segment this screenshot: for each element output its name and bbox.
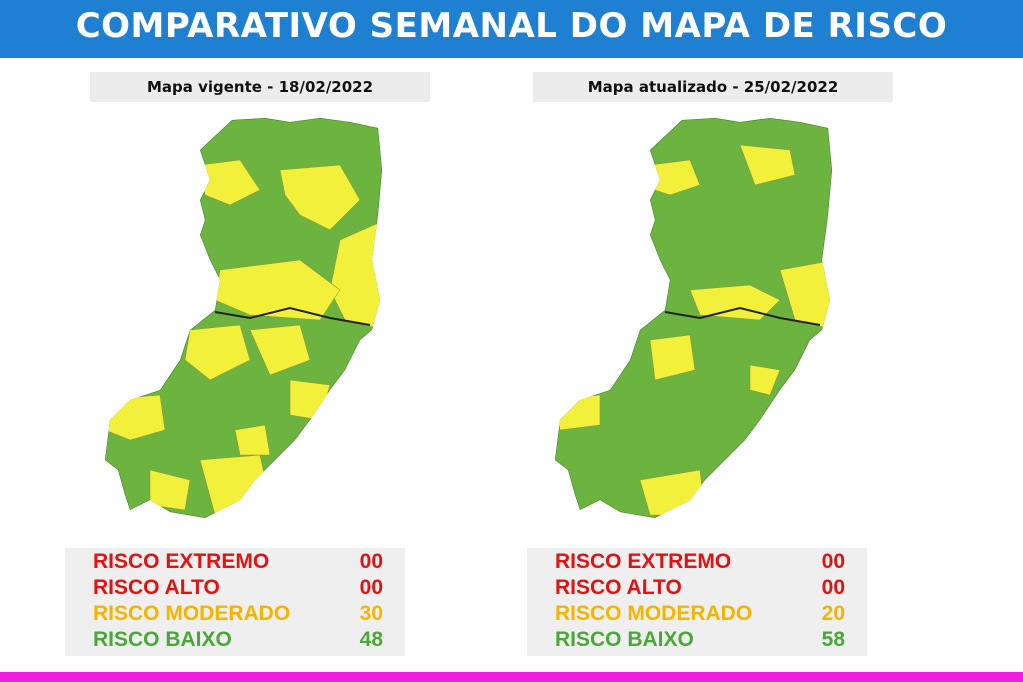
risk-count: 00 xyxy=(359,576,383,599)
risk-row: RISCO ALTO 00 xyxy=(555,576,845,600)
risk-count: 20 xyxy=(821,602,845,625)
risk-count: 00 xyxy=(821,576,845,599)
risk-table: RISCO EXTREMO 00 RISCO ALTO 00 RISCO MODERAD… xyxy=(527,548,867,656)
map-current xyxy=(105,118,382,518)
panel-label: Mapa atualizado - 25/02/2022 xyxy=(533,72,893,102)
risk-count: 48 xyxy=(359,628,383,651)
risk-table: RISCO EXTREMO 00 RISCO ALTO 00 RISCO MODERAD… xyxy=(65,548,405,656)
risk-row: RISCO MODERADO 20 xyxy=(555,602,845,626)
risk-count: 58 xyxy=(821,628,845,651)
risk-name: RISCO EXTREMO xyxy=(93,550,270,573)
risk-row: RISCO EXTREMO 00 xyxy=(555,550,845,574)
risk-row: RISCO MODERADO 30 xyxy=(93,602,383,626)
title: COMPARATIVO SEMANAL DO MAPA DE RISCO xyxy=(75,6,948,46)
risk-name: RISCO ALTO xyxy=(555,576,682,599)
risk-row: RISCO EXTREMO 00 xyxy=(93,550,383,574)
risk-name: RISCO MODERADO xyxy=(93,602,291,625)
risk-count: 00 xyxy=(359,550,383,573)
risk-name: RISCO BAIXO xyxy=(93,628,232,651)
risk-name: RISCO EXTREMO xyxy=(555,550,732,573)
risk-row: RISCO ALTO 00 xyxy=(93,576,383,600)
risk-count: 00 xyxy=(821,550,845,573)
panel-label: Mapa vigente - 18/02/2022 xyxy=(90,72,430,102)
risk-name: RISCO MODERADO xyxy=(555,602,753,625)
risk-count: 30 xyxy=(359,602,383,625)
map-updated xyxy=(555,118,832,518)
title-bar: COMPARATIVO SEMANAL DO MAPA DE RISCO xyxy=(0,0,1023,58)
risk-row: RISCO BAIXO 48 xyxy=(93,628,383,652)
risk-row: RISCO BAIXO 58 xyxy=(555,628,845,652)
risk-name: RISCO BAIXO xyxy=(555,628,694,651)
risk-name: RISCO ALTO xyxy=(93,576,220,599)
bottom-bar xyxy=(0,672,1023,682)
